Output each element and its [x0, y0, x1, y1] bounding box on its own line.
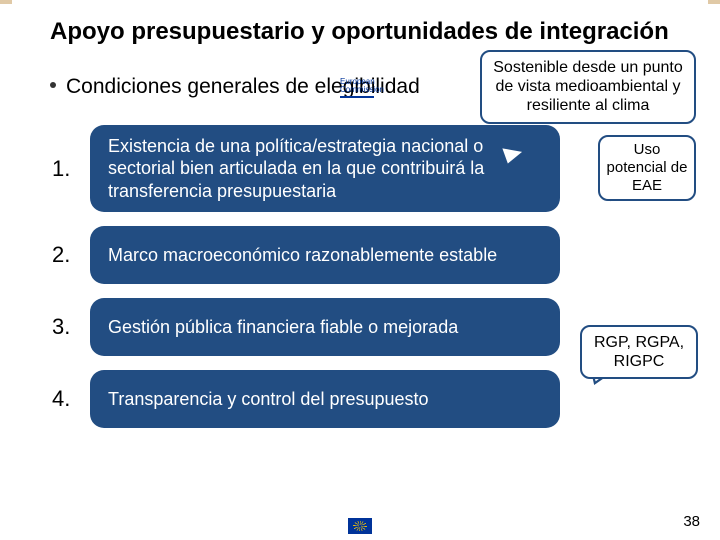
- item-number: 3.: [50, 314, 90, 340]
- item-box: Existencia de una política/estrategia na…: [90, 125, 560, 213]
- item-number: 4.: [50, 386, 90, 412]
- item-text: Gestión pública financiera fiable o mejo…: [108, 316, 458, 339]
- slide-title: Apoyo presupuestario y oportunidades de …: [50, 18, 680, 47]
- item-box: Marco macroeconómico razonablemente esta…: [90, 226, 560, 284]
- decoration-bar-left: [0, 0, 12, 4]
- page-number: 38: [683, 513, 700, 530]
- ec-logo-bar: [340, 96, 374, 98]
- item-text: Transparencia y control del presupuesto: [108, 388, 429, 411]
- ec-logo: European Commission: [340, 78, 400, 98]
- list-item: 4. Transparencia y control del presupues…: [50, 370, 680, 428]
- list-item: 2. Marco macroeconómico razonablemente e…: [50, 226, 680, 284]
- callout-sustainable: Sostenible desde un punto de vista medio…: [480, 50, 696, 124]
- item-box: Transparencia y control del presupuesto: [90, 370, 560, 428]
- item-number: 2.: [50, 242, 90, 268]
- list-item: 1. Existencia de una política/estrategia…: [50, 125, 680, 213]
- item-text: Existencia de una política/estrategia na…: [108, 135, 542, 203]
- decoration-bar-right: [708, 0, 720, 4]
- item-box: Gestión pública financiera fiable o mejo…: [90, 298, 560, 356]
- item-text: Marco macroeconómico razonablemente esta…: [108, 244, 497, 267]
- eu-flag-icon: [348, 518, 372, 534]
- ec-logo-line2: Commission: [340, 86, 400, 94]
- slide: Apoyo presupuestario y oportunidades de …: [0, 0, 720, 540]
- item-number: 1.: [50, 156, 90, 182]
- callout-rgp: RGP, RGPA, RIGPC: [580, 325, 698, 379]
- bullet-icon: [50, 82, 56, 88]
- callout-eae: Uso potencial de EAE: [598, 135, 696, 201]
